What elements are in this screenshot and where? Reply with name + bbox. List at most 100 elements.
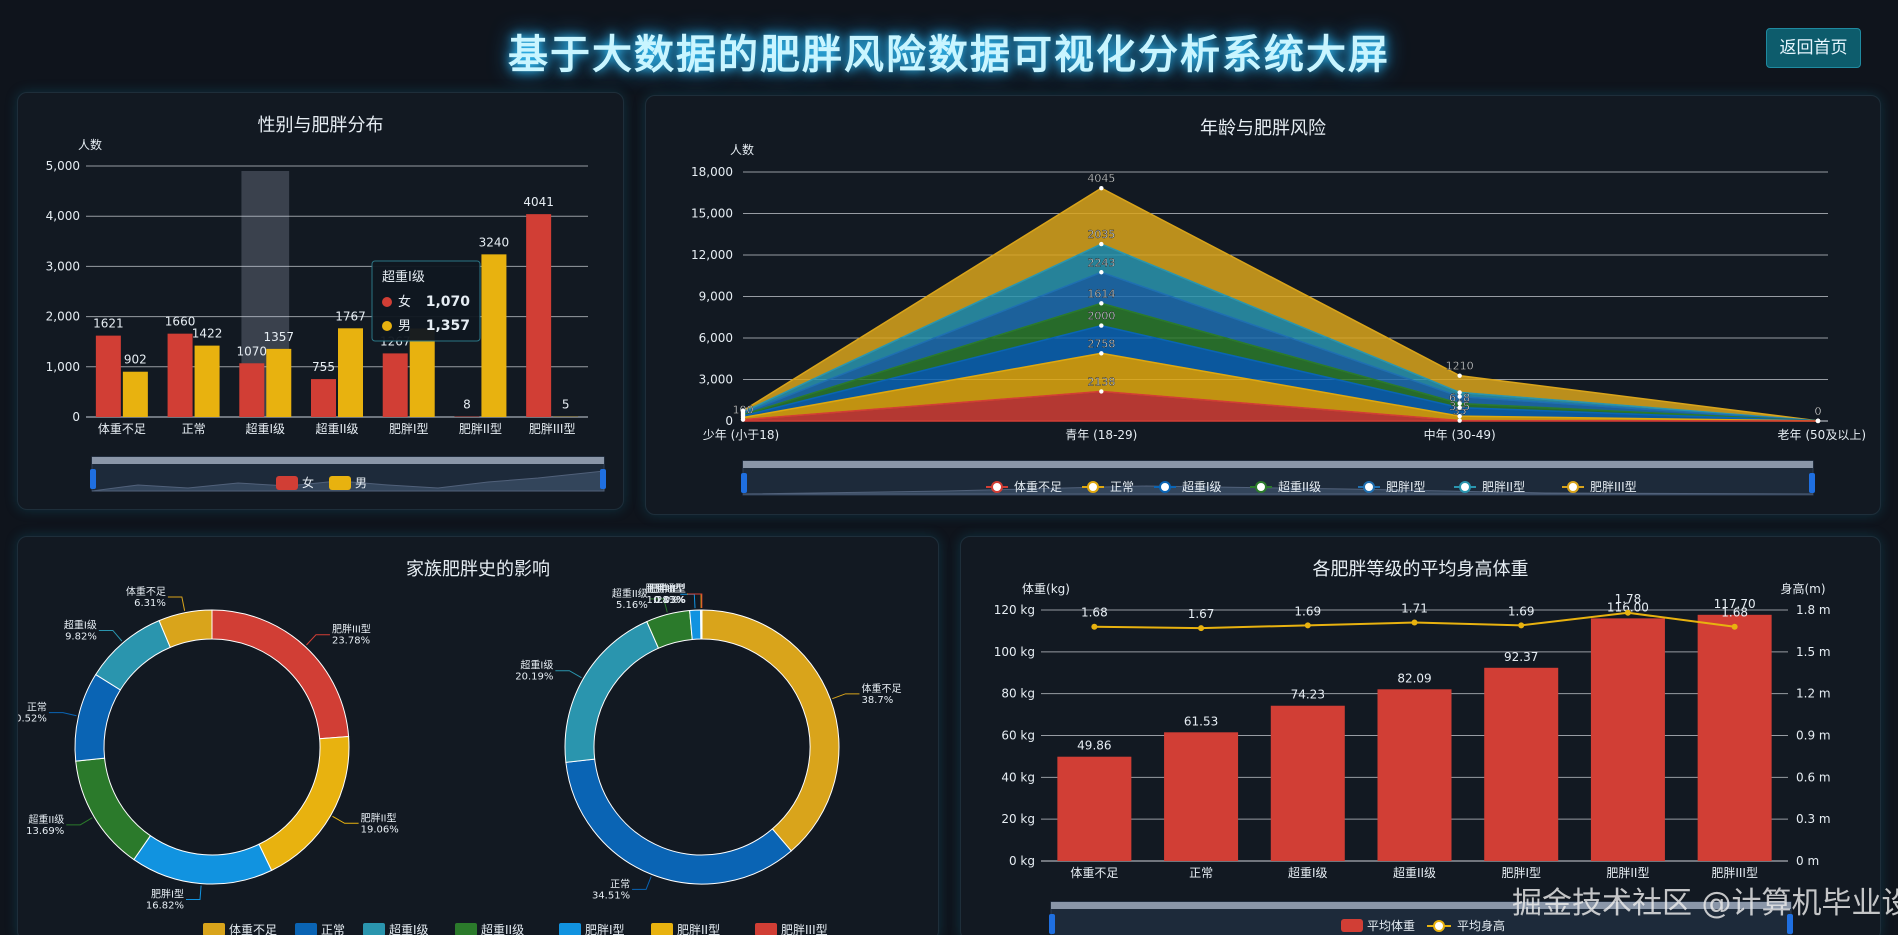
- legend-swatch[interactable]: [276, 476, 298, 490]
- zoom-slider-right-handle[interactable]: [600, 469, 606, 489]
- legend-item[interactable]: 体重不足: [986, 480, 1062, 494]
- legend-item[interactable]: 肥胖I型: [1358, 480, 1426, 494]
- legend-item[interactable]: 肥胖III型: [1562, 480, 1637, 494]
- y-tick-label: 12,000: [691, 248, 733, 262]
- data-point[interactable]: [1457, 413, 1462, 419]
- legend-item[interactable]: 肥胖II型: [651, 923, 720, 935]
- donut-slice[interactable]: [564, 620, 660, 763]
- bar-female[interactable]: [167, 333, 193, 417]
- legend-item[interactable]: 超重I级: [363, 922, 429, 935]
- data-point[interactable]: [1457, 401, 1462, 406]
- line-point[interactable]: [1091, 623, 1098, 630]
- zoom-slider-left-handle[interactable]: [90, 469, 96, 489]
- donut-slice[interactable]: [75, 757, 152, 861]
- donut-slice[interactable]: [701, 609, 840, 852]
- family-panel-title: 家族肥胖史的影响: [406, 559, 550, 580]
- data-point[interactable]: [1457, 418, 1462, 423]
- x-tick-label: 肥胖I型: [1501, 866, 1541, 880]
- bar-male[interactable]: [338, 328, 363, 417]
- zoom-slider-right-handle[interactable]: [1787, 914, 1793, 934]
- donut-slice[interactable]: [133, 835, 273, 885]
- data-point[interactable]: [1099, 241, 1104, 247]
- bar-avg-weight[interactable]: [1484, 667, 1559, 861]
- slice-leader-line: [555, 670, 582, 679]
- legend-item[interactable]: 超重II级: [1250, 479, 1321, 494]
- bar-male[interactable]: [122, 371, 148, 417]
- legend-item[interactable]: 正常: [295, 923, 345, 935]
- bar-avg-weight[interactable]: [1377, 689, 1452, 861]
- age-zoom-slider[interactable]: [741, 460, 1815, 496]
- x-tick-label: 超重I级: [1288, 865, 1328, 880]
- line-point[interactable]: [1624, 609, 1631, 616]
- donut-slice[interactable]: [258, 735, 350, 872]
- bar-avg-weight[interactable]: [1590, 618, 1665, 861]
- donut-slice[interactable]: [74, 673, 122, 762]
- home-button[interactable]: 返回首页: [1766, 28, 1861, 68]
- avg-zoom-slider[interactable]: [1049, 901, 1793, 935]
- data-point[interactable]: [1099, 301, 1104, 306]
- legend-item[interactable]: 体重不足: [203, 923, 277, 935]
- bar-male[interactable]: [409, 328, 435, 417]
- donut-slice[interactable]: [158, 609, 213, 649]
- age-panel-title: 年龄与肥胖风险: [1200, 118, 1326, 139]
- legend-item[interactable]: 超重I级: [1154, 479, 1222, 494]
- legend-item[interactable]: 正常: [1082, 480, 1134, 494]
- line-point[interactable]: [1411, 619, 1418, 626]
- data-point[interactable]: [1457, 405, 1462, 410]
- avg-panel-title: 各肥胖等级的平均身高体重: [1312, 559, 1529, 580]
- bar-avg-weight[interactable]: [1270, 705, 1345, 861]
- slice-leader-line: [66, 817, 93, 826]
- data-point[interactable]: [1099, 270, 1104, 275]
- zoom-slider-bar[interactable]: [743, 461, 1813, 468]
- data-point[interactable]: [1457, 394, 1462, 399]
- zoom-slider-left-handle[interactable]: [1049, 914, 1055, 934]
- data-point[interactable]: [1099, 389, 1104, 394]
- data-point[interactable]: [1815, 418, 1821, 424]
- y-tick-label: 3,000: [699, 373, 733, 387]
- family-history-chart: 肥胖III型23.78%肥胖II型19.06%肥胖I型16.82%超重II级13…: [18, 582, 901, 935]
- donut-slice[interactable]: [95, 619, 171, 691]
- bar-female[interactable]: [95, 335, 121, 417]
- legend-item[interactable]: 肥胖I型: [559, 923, 625, 935]
- legend-item[interactable]: 肥胖III型: [755, 923, 828, 935]
- legend-item[interactable]: 超重II级: [455, 922, 524, 935]
- data-point[interactable]: [1099, 323, 1104, 328]
- bar-female[interactable]: [239, 363, 265, 417]
- gender-zoom-slider[interactable]: [90, 456, 606, 492]
- bar-female[interactable]: [526, 214, 552, 417]
- bar-female[interactable]: [382, 353, 408, 417]
- bar-female[interactable]: [311, 379, 336, 417]
- data-point[interactable]: [1457, 373, 1462, 378]
- line-point[interactable]: [1518, 622, 1525, 629]
- data-point[interactable]: [1099, 185, 1104, 191]
- data-point[interactable]: [740, 408, 746, 413]
- bar-male[interactable]: [266, 348, 292, 417]
- y-tick-label: 4,000: [46, 209, 80, 223]
- legend-swatch[interactable]: [329, 476, 351, 490]
- legend-item[interactable]: 平均体重: [1341, 919, 1415, 933]
- line-point[interactable]: [1198, 625, 1205, 632]
- zoom-slider-left-handle[interactable]: [741, 473, 747, 493]
- legend-swatch: [1341, 919, 1363, 932]
- slice-label: 正常: [610, 877, 630, 890]
- bar-male[interactable]: [194, 345, 220, 417]
- zoom-slider-bar[interactable]: [1051, 902, 1791, 909]
- zoom-slider-right-handle[interactable]: [1809, 473, 1815, 493]
- bar-male[interactable]: [481, 254, 507, 417]
- data-point[interactable]: [1457, 390, 1462, 395]
- zoom-slider-bar[interactable]: [92, 457, 604, 464]
- slice-leader-line: [98, 629, 123, 642]
- line-point[interactable]: [1304, 622, 1311, 629]
- legend-item[interactable]: 肥胖II型: [1454, 480, 1525, 494]
- data-point[interactable]: [1099, 351, 1104, 356]
- legend-label: 男: [355, 476, 367, 490]
- bar-avg-weight[interactable]: [1057, 756, 1132, 861]
- legend-item[interactable]: 平均身高: [1427, 918, 1505, 933]
- line-point[interactable]: [1731, 623, 1738, 630]
- bar-avg-weight[interactable]: [1164, 732, 1239, 861]
- legend-label: 平均体重: [1367, 919, 1415, 933]
- donut-slice[interactable]: [565, 758, 793, 885]
- donut-slice[interactable]: [211, 609, 350, 740]
- bar-avg-weight[interactable]: [1697, 614, 1772, 861]
- legend-label: 肥胖I型: [1386, 480, 1426, 494]
